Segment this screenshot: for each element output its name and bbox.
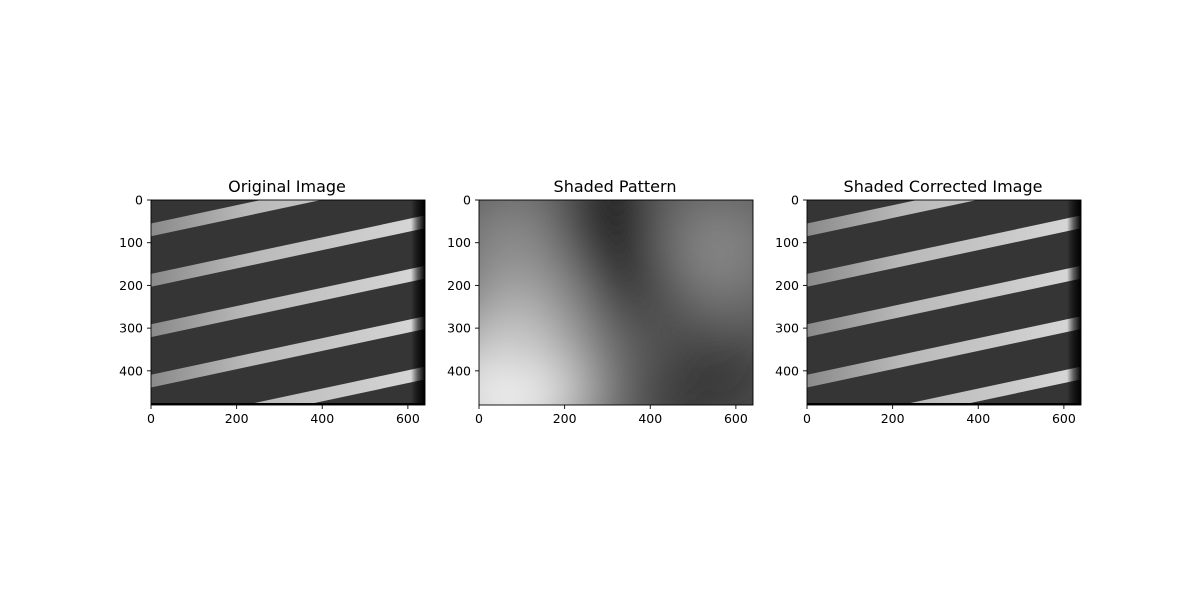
axes-frame	[478, 199, 754, 406]
stripe	[151, 200, 322, 237]
image-corrected	[807, 200, 1081, 405]
image-original	[151, 200, 425, 405]
y-tick-label: 400	[447, 363, 471, 378]
x-tick-label: 0	[475, 411, 483, 426]
x-ticks: 0 200 400 600	[147, 405, 420, 426]
stripe	[807, 316, 1081, 388]
x-tick-label: 0	[803, 411, 811, 426]
image-shaded-pattern	[479, 200, 753, 405]
panel-title: Shaded Pattern	[554, 177, 677, 196]
y-tick-label: 300	[119, 321, 143, 336]
y-tick-label: 300	[447, 321, 471, 336]
y-tick-label: 100	[119, 235, 143, 250]
y-ticks: 0 100 200 300 400	[775, 193, 807, 378]
y-tick-label: 200	[119, 278, 143, 293]
y-ticks: 0 100 200 300 400	[447, 193, 479, 378]
x-tick-label: 600	[724, 411, 748, 426]
y-tick-label: 100	[775, 235, 799, 250]
y-tick-label: 400	[119, 363, 143, 378]
x-tick-label: 200	[553, 411, 577, 426]
x-ticks: 0 200 400 600	[475, 405, 748, 426]
y-tick-label: 0	[791, 193, 799, 208]
stripe	[245, 366, 425, 405]
y-tick-label: 300	[775, 321, 799, 336]
stripe	[151, 265, 425, 338]
y-tick-label: 400	[775, 363, 799, 378]
y-tick-label: 100	[447, 235, 471, 250]
x-tick-label: 0	[147, 411, 155, 426]
x-tick-label: 400	[310, 411, 334, 426]
axes-frame	[806, 199, 1082, 406]
x-tick-label: 200	[225, 411, 249, 426]
x-tick-label: 600	[396, 411, 420, 426]
stripe	[901, 366, 1081, 405]
stripe	[807, 200, 978, 237]
y-tick-label: 200	[775, 278, 799, 293]
stripe	[151, 215, 425, 287]
x-tick-label: 600	[1052, 411, 1076, 426]
panel-title: Shaded Corrected Image	[844, 177, 1043, 196]
stripe	[807, 215, 1081, 287]
panel-original: Original Image 0 200 400 600 0 100 200 300 400	[119, 177, 426, 426]
stripe	[151, 316, 425, 388]
x-tick-label: 200	[881, 411, 905, 426]
x-tick-label: 400	[638, 411, 662, 426]
panel-shaded: Shaded Pattern 0 200 400 600 0 100 200 300 400	[447, 177, 754, 426]
y-tick-label: 200	[447, 278, 471, 293]
x-ticks: 0 200 400 600	[803, 405, 1076, 426]
y-tick-label: 0	[463, 193, 471, 208]
panel-corrected: Shaded Corrected Image 0 200 400 600 0 100 20…	[775, 177, 1082, 426]
x-tick-label: 400	[966, 411, 990, 426]
panel-title: Original Image	[228, 177, 346, 196]
y-ticks: 0 100 200 300 400	[119, 193, 151, 378]
stripe	[807, 265, 1081, 338]
axes-frame	[150, 199, 426, 406]
y-tick-label: 0	[135, 193, 143, 208]
